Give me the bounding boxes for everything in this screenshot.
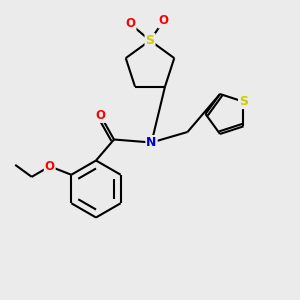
- Text: O: O: [125, 17, 136, 31]
- Text: S: S: [146, 34, 154, 47]
- Text: N: N: [146, 136, 157, 149]
- Text: O: O: [158, 14, 169, 28]
- Text: S: S: [239, 95, 248, 108]
- Text: O: O: [45, 160, 55, 173]
- Text: O: O: [95, 109, 106, 122]
